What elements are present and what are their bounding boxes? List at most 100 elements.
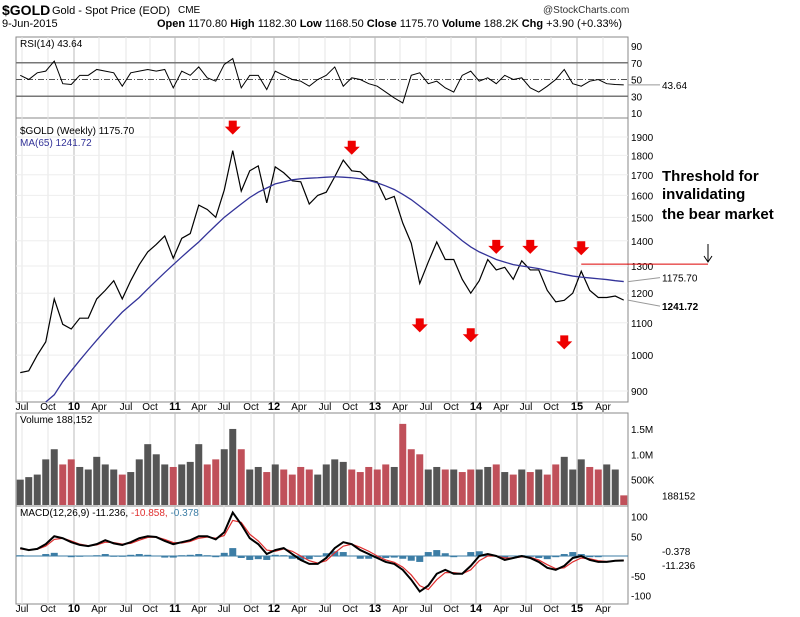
price-tick-label: 900 [631,387,648,398]
macd-histogram-bar [220,552,228,556]
price-last-label: 1175.70 [662,274,698,285]
macd-legend-value: -10.858, [131,508,170,519]
volume-bar [84,469,92,505]
x-tick-label: 12 [268,603,280,615]
volume-bar [50,449,58,505]
volume-bar [101,464,109,505]
volume-bar [450,469,458,505]
volume-bar [365,466,373,505]
quote-value: 1182.30 [257,18,300,30]
quote-label: Volume [441,18,484,30]
x-tick-label: 13 [369,401,381,413]
volume-bar [484,466,492,505]
macd-histogram-bar [271,554,279,556]
x-tick-label: Oct [543,402,559,413]
macd-histogram-bar [535,556,543,558]
macd-histogram-bar [424,552,432,556]
macd-histogram-bar [135,554,143,556]
price-tick-label: 1900 [631,133,654,144]
volume-bar [246,469,254,505]
macd-histogram-bar [229,548,237,556]
volume-bar [195,444,203,505]
volume-bar [76,466,84,505]
macd-histogram-bar [67,556,75,558]
x-tick-label: Oct [243,604,259,615]
x-tick-label: Apr [291,604,307,615]
x-tick-label: Oct [40,604,56,615]
macd-histogram-bar [254,556,262,560]
x-tick-label: Jul [120,402,133,413]
price-tick-label: 1100 [631,319,653,330]
macd-histogram-bar [501,556,509,558]
volume-bar [220,449,228,505]
volume-bar [467,469,475,505]
x-tick-label: 11 [169,603,181,615]
volume-bar [458,472,466,505]
volume-bar [603,464,611,505]
x-tick-label: Jul [319,604,332,615]
volume-bar [509,474,517,505]
volume-bar [433,466,441,505]
volume-title: Volume 188,152 [20,415,93,426]
macd-histogram-bar [297,556,305,560]
exchange: CME [178,5,201,16]
x-tick-label: Jul [16,604,29,615]
volume-bar [118,474,126,505]
price-tick-label: 1000 [631,351,654,362]
volume-bar [569,469,577,505]
macd-title: MACD(12,26,9) -11.236, -10.858, -0.378 [20,508,199,519]
volume-bar [356,472,364,505]
quote-label: Chg [521,18,547,30]
quote-value: +3.90 (+0.33%) [546,18,623,30]
x-tick-label: 13 [369,603,381,615]
volume-bar [526,472,534,505]
volume-bar [127,472,135,505]
macd-histogram-bar [543,556,551,560]
volume-bar [271,464,279,505]
price-legend: MA(65) 1241.72 [20,138,92,149]
x-tick-label: Oct [342,604,358,615]
volume-bar [16,479,24,505]
date: 9-Jun-2015 [2,18,58,30]
macd-histogram-bar [365,556,373,559]
x-tick-label: Jul [218,604,231,615]
down-arrow-icon [703,244,713,263]
x-tick-label: Oct [443,402,459,413]
price-tick-label: 1300 [631,262,654,273]
volume-bar [169,466,177,505]
x-tick-label: Apr [91,604,107,615]
volume-bar [59,464,67,505]
volume-tick-label: 1.5M [631,425,653,436]
volume-bar [297,466,305,505]
price-last-leader [627,277,661,283]
volume-bar [305,469,313,505]
price-tick-label: 1500 [631,213,654,224]
macd-tick-label: 50 [631,532,643,543]
macd-legend-value: -0.378 [170,508,199,519]
rsi-tick-label: 50 [631,76,643,87]
volume-bar [25,477,33,505]
panel-frame [15,505,629,605]
x-tick-label: Apr [493,604,509,615]
instrument-name: Gold - Spot Price (EOD) [52,5,170,17]
macd-histogram-bar [339,552,347,556]
macd-histogram-bar [127,554,135,556]
x-tick-label: Apr [392,604,408,615]
volume-bar [577,459,585,505]
quote-value: 188.2K [483,18,522,30]
macd-histogram-bar [475,551,483,556]
x-tick-label: Oct [40,402,56,413]
macd-tick-label: 100 [631,513,648,524]
volume-bar [424,469,432,505]
x-tick-label: Apr [595,604,611,615]
macd-histogram-bar [399,556,407,559]
volume-bar [263,472,271,505]
volume-bar [93,456,101,505]
macd-histogram-bar [144,554,152,556]
macd-histogram-bar [237,556,245,558]
macd-histogram-bar [305,556,313,560]
rsi-title: RSI(14) 43.64 [20,39,83,50]
x-tick-label: Apr [91,402,107,413]
quote-value: 1168.50 [324,18,367,30]
